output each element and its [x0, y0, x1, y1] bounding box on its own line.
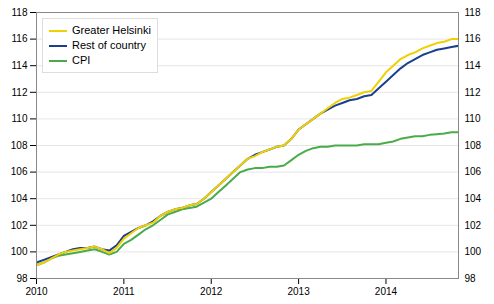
- svg-text:104: 104: [465, 193, 482, 204]
- svg-text:98: 98: [465, 273, 477, 284]
- svg-text:110: 110: [465, 113, 481, 124]
- svg-text:100: 100: [11, 246, 28, 257]
- svg-text:114: 114: [465, 60, 481, 71]
- svg-text:104: 104: [11, 193, 28, 204]
- svg-text:112: 112: [465, 87, 481, 98]
- svg-text:106: 106: [11, 166, 28, 177]
- svg-text:106: 106: [465, 166, 482, 177]
- svg-text:108: 108: [465, 140, 482, 151]
- svg-text:2013: 2013: [287, 286, 310, 297]
- svg-text:118: 118: [465, 7, 481, 18]
- svg-text:102: 102: [465, 220, 482, 231]
- svg-text:108: 108: [11, 140, 28, 151]
- svg-text:98: 98: [16, 273, 28, 284]
- svg-text:114: 114: [12, 60, 28, 71]
- html-text:Greater Helsinki: Greater Helsinki: [72, 24, 151, 36]
- svg-text:2010: 2010: [25, 286, 48, 297]
- html-text:CPI: CPI: [72, 54, 91, 66]
- svg-text:116: 116: [12, 33, 28, 44]
- svg-text:2014: 2014: [375, 286, 398, 297]
- html-text:Rest of country: Rest of country: [72, 39, 146, 51]
- svg-text:118: 118: [12, 7, 28, 18]
- svg-text:112: 112: [12, 87, 28, 98]
- svg-text:116: 116: [465, 33, 481, 44]
- svg-text:100: 100: [465, 246, 482, 257]
- svg-text:2012: 2012: [200, 286, 223, 297]
- svg-text:2011: 2011: [113, 286, 135, 297]
- svg-text:102: 102: [11, 220, 28, 231]
- svg-text:110: 110: [12, 113, 28, 124]
